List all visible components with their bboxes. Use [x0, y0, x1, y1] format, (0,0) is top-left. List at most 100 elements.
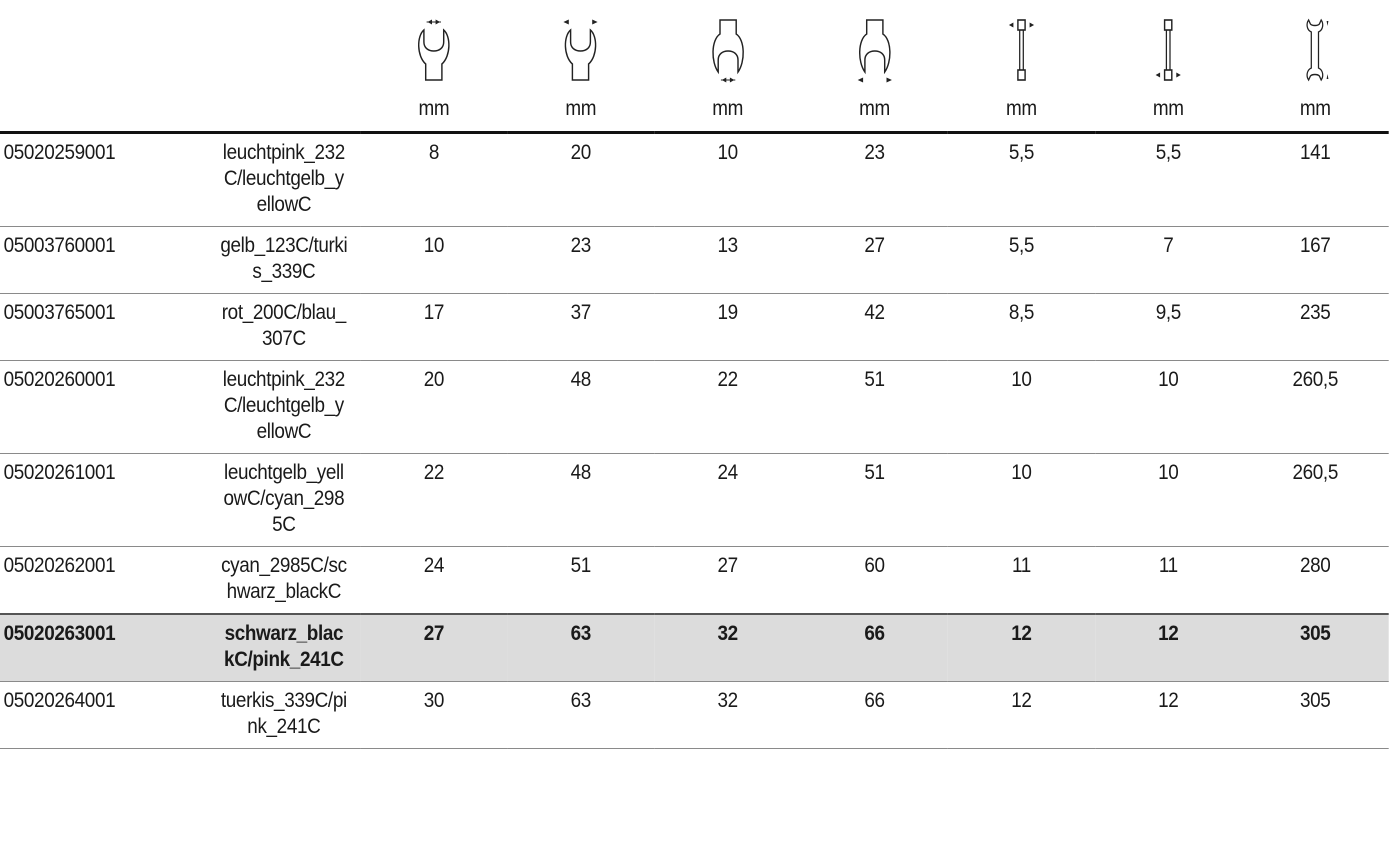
value-cell: 32 — [654, 681, 802, 749]
value-cell: 167 — [1241, 226, 1389, 294]
value-cell: 42 — [801, 293, 948, 361]
article-number: 05020264001 — [0, 681, 208, 749]
table-row: 05020262001 cyan_2985C/schwarz_blackC 24… — [0, 546, 1389, 615]
wrench-far-end-thickness-icon — [1155, 19, 1181, 81]
wrench-total-length-icon — [1306, 18, 1329, 82]
header-empty-cell — [207, 86, 360, 133]
value-cell: 22 — [360, 453, 508, 547]
value-cell: 8,5 — [947, 293, 1095, 361]
colour-code: cyan_2985C/schwarz_blackC — [207, 546, 361, 615]
header-empty-cell — [0, 0, 207, 86]
article-number: 05003765001 — [0, 293, 208, 361]
value-cell: 66 — [801, 681, 948, 749]
icon-cell — [507, 0, 654, 86]
value-cell: 12 — [947, 681, 1095, 749]
icon-cell — [360, 0, 507, 86]
table-row: 05003760001 gelb_123C/turkis_339C 10 23 … — [0, 226, 1389, 294]
value-cell: 20 — [360, 360, 508, 454]
table-row: 05003765001 rot_200C/blau_307C 17 37 19 … — [0, 293, 1389, 361]
value-cell: 27 — [360, 614, 508, 682]
value-cell: 10 — [947, 453, 1095, 547]
unit-label: mm — [1006, 96, 1037, 120]
wrench-head-outer-width-far-end-icon — [857, 19, 892, 83]
value-cell: 66 — [801, 614, 948, 682]
value-cell: 22 — [654, 360, 802, 454]
value-cell: 12 — [1094, 681, 1242, 749]
value-cell: 9,5 — [1094, 293, 1242, 361]
article-number: 05020259001 — [0, 132, 208, 227]
value-cell: 5,5 — [947, 132, 1095, 227]
unit-label: mm — [1152, 96, 1184, 120]
value-cell: 13 — [654, 226, 802, 294]
header-empty-cell — [0, 86, 207, 133]
colour-code: leuchtpink_232C/leuchtgelb_yellowC — [207, 360, 361, 454]
wrench-head-thickness-icon — [1008, 19, 1035, 81]
article-number: 05020262001 — [0, 546, 208, 615]
icon-cell — [801, 0, 948, 86]
colour-code: schwarz_blackC/pink_241C — [207, 614, 361, 682]
header-empty-cell — [207, 0, 360, 86]
unit-label: mm — [859, 96, 890, 120]
article-number: 05020261001 — [0, 453, 208, 547]
article-number: 05003760001 — [0, 226, 208, 294]
value-cell: 51 — [507, 546, 655, 615]
value-cell: 260,5 — [1241, 360, 1389, 454]
value-cell: 19 — [654, 293, 802, 361]
value-cell: 30 — [360, 681, 508, 749]
colour-code: rot_200C/blau_307C — [207, 293, 361, 361]
value-cell: 60 — [801, 546, 948, 615]
value-cell: 12 — [1094, 614, 1242, 682]
value-cell: 37 — [507, 293, 655, 361]
colour-code: leuchtgelb_yellowC/cyan_2985C — [207, 453, 361, 547]
value-cell: 10 — [947, 360, 1095, 454]
spec-table: mm mm mm mm mm mm mm 05020259001 leuchtp… — [0, 0, 1389, 749]
unit-label: mm — [712, 96, 744, 120]
value-cell: 48 — [507, 360, 655, 454]
article-number: 05020263001 — [0, 614, 208, 682]
value-cell: 51 — [801, 360, 948, 454]
icon-cell — [948, 0, 1095, 86]
value-cell: 305 — [1241, 614, 1389, 682]
value-cell: 27 — [654, 546, 802, 615]
value-cell: 8 — [360, 132, 508, 227]
value-cell: 235 — [1241, 293, 1389, 361]
table-row: 05020260001 leuchtpink_232C/leuchtgelb_y… — [0, 360, 1389, 454]
value-cell: 23 — [507, 226, 655, 294]
unit-header-row: mm mm mm mm mm mm mm — [0, 86, 1389, 133]
unit-label: mm — [1299, 96, 1331, 120]
value-cell: 63 — [507, 614, 655, 682]
value-cell: 141 — [1241, 132, 1389, 227]
value-cell: 23 — [801, 132, 948, 227]
value-cell: 280 — [1241, 546, 1389, 615]
value-cell: 10 — [360, 226, 508, 294]
value-cell: 260,5 — [1241, 453, 1389, 547]
colour-code: tuerkis_339C/pink_241C — [207, 681, 361, 749]
value-cell: 10 — [654, 132, 802, 227]
value-cell: 48 — [507, 453, 655, 547]
article-number: 05020260001 — [0, 360, 208, 454]
wrench-head-outer-width-icon — [563, 19, 598, 81]
value-cell: 5,5 — [1094, 132, 1242, 227]
table-row-highlighted: 05020263001 schwarz_blackC/pink_241C 27 … — [0, 614, 1389, 682]
value-cell: 32 — [654, 614, 802, 682]
value-cell: 11 — [947, 546, 1095, 615]
colour-code: gelb_123C/turkis_339C — [207, 226, 361, 294]
value-cell: 5,5 — [947, 226, 1095, 294]
table-row: 05020264001 tuerkis_339C/pink_241C 30 63… — [0, 681, 1389, 749]
icon-cell — [654, 0, 801, 86]
value-cell: 27 — [801, 226, 948, 294]
value-cell: 11 — [1094, 546, 1242, 615]
value-cell: 20 — [507, 132, 655, 227]
value-cell: 12 — [947, 614, 1095, 682]
table-row: 05020259001 leuchtpink_232C/leuchtgelb_y… — [0, 132, 1389, 227]
unit-label: mm — [565, 96, 597, 120]
table-row: 05020261001 leuchtgelb_yellowC/cyan_2985… — [0, 453, 1389, 547]
unit-label: mm — [418, 96, 450, 120]
icon-cell — [1095, 0, 1242, 86]
value-cell: 24 — [654, 453, 802, 547]
value-cell: 24 — [360, 546, 508, 615]
value-cell: 305 — [1241, 681, 1389, 749]
value-cell: 63 — [507, 681, 655, 749]
icon-cell — [1242, 0, 1389, 86]
value-cell: 10 — [1094, 453, 1242, 547]
